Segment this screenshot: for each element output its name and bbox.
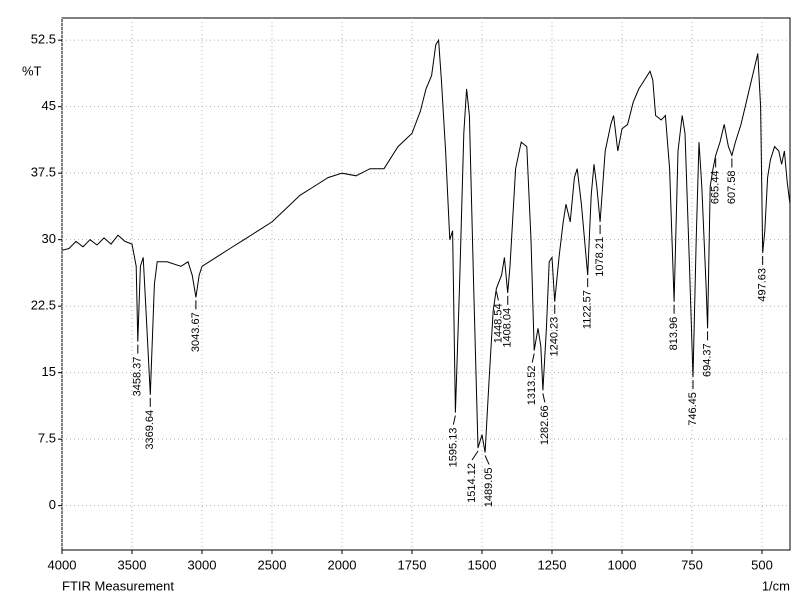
x-tick-label: 750: [681, 557, 703, 572]
y-tick-label: 52.5: [31, 32, 56, 47]
peak-label: 1313.52: [526, 366, 538, 406]
peak-label: 1240.23: [549, 317, 561, 357]
peak-label: 607.58: [726, 170, 738, 204]
peak-leader: [531, 353, 535, 363]
peak-leader: [495, 291, 499, 301]
peak-label: 1122.57: [582, 290, 594, 329]
peak-label: 497.63: [757, 268, 769, 302]
y-axis-label: %T: [22, 63, 42, 78]
x-axis-label: 1/cm: [762, 578, 790, 593]
peak-leader: [542, 393, 546, 403]
y-tick-label: 15: [42, 364, 56, 379]
x-tick-label: 3000: [188, 557, 217, 572]
peak-label: 1514.12: [466, 463, 478, 503]
peak-leader: [484, 455, 490, 465]
y-tick-label: 30: [42, 231, 56, 246]
peak-label: 665.44: [710, 170, 722, 204]
peak-label: 813.96: [668, 317, 680, 351]
peak-label: 3043.67: [190, 312, 202, 352]
x-tick-label: 1750: [398, 557, 427, 572]
y-tick-label: 22.5: [31, 298, 56, 313]
peak-label: 1282.66: [539, 405, 551, 445]
x-tick-label: 1500: [468, 557, 497, 572]
y-tick-label: 37.5: [31, 165, 56, 180]
peak-label: 746.45: [687, 392, 699, 426]
peak-label: 1408.04: [502, 308, 514, 348]
peak-label: 694.37: [701, 343, 713, 377]
plot-frame: [61, 17, 791, 551]
peak-label: 1078.21: [594, 237, 606, 277]
y-tick-label: 0: [49, 497, 56, 512]
x-tick-label: 1250: [538, 557, 567, 572]
peak-label: 1595.13: [447, 428, 459, 468]
peak-leader: [471, 450, 479, 461]
x-tick-label: 4000: [48, 557, 77, 572]
x-tick-label: 1000: [608, 557, 637, 572]
x-tick-label: 500: [751, 557, 773, 572]
peak-label: 1448.54: [492, 303, 504, 343]
y-tick-label: 45: [42, 98, 56, 113]
peak-label: 1489.05: [483, 467, 495, 507]
x-tick-label: 3500: [118, 557, 147, 572]
peak-leader: [452, 415, 456, 425]
peak-label: 3458.37: [132, 357, 144, 397]
spectrum-line: [61, 38, 791, 453]
chart-title: FTIR Measurement: [62, 578, 174, 593]
peak-label: 3369.64: [144, 410, 156, 450]
x-tick-label: 2500: [258, 557, 287, 572]
y-tick-label: 7.5: [38, 431, 56, 446]
x-tick-label: 2000: [328, 557, 357, 572]
